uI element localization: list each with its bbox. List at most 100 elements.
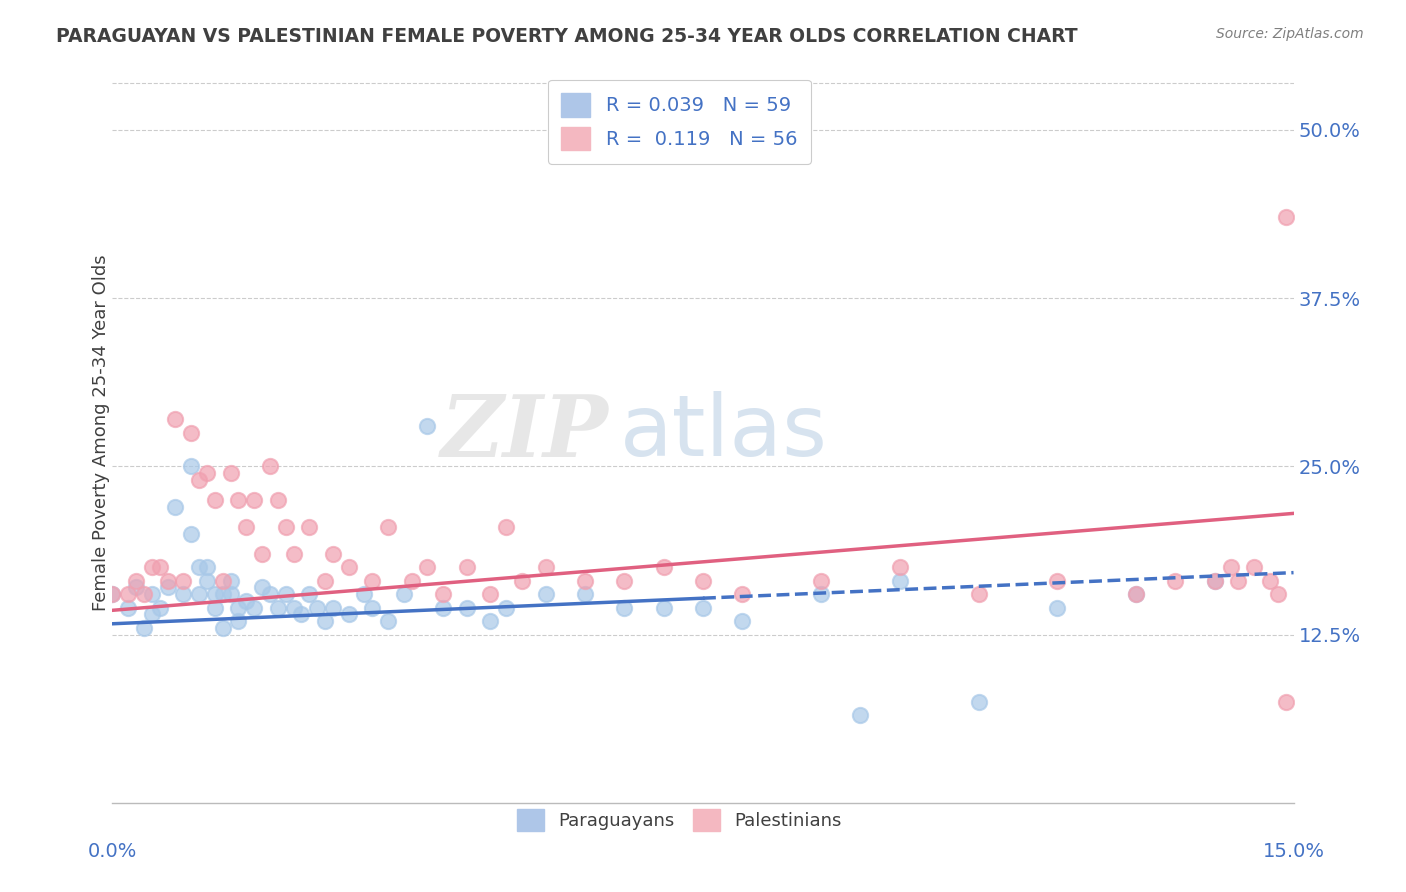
Point: [432, 600, 454, 615]
Point: [219, 574, 242, 588]
Point: [267, 492, 290, 507]
Point: [731, 614, 754, 628]
Point: [117, 600, 139, 615]
Point: [574, 587, 596, 601]
Point: [211, 621, 233, 635]
Point: [534, 560, 557, 574]
Point: [510, 574, 533, 588]
Point: [574, 574, 596, 588]
Point: [195, 574, 218, 588]
Point: [149, 560, 172, 574]
Point: [322, 600, 344, 615]
Point: [889, 560, 911, 574]
Point: [228, 614, 250, 628]
Point: [401, 574, 423, 588]
Point: [180, 526, 202, 541]
Point: [692, 600, 714, 615]
Point: [235, 594, 257, 608]
Point: [849, 708, 872, 723]
Point: [204, 492, 226, 507]
Point: [1227, 574, 1250, 588]
Text: ZIP: ZIP: [440, 391, 609, 475]
Point: [652, 600, 675, 615]
Point: [211, 587, 233, 601]
Point: [889, 574, 911, 588]
Point: [456, 560, 478, 574]
Point: [1204, 574, 1226, 588]
Point: [290, 607, 312, 622]
Point: [810, 574, 832, 588]
Point: [337, 560, 360, 574]
Point: [180, 459, 202, 474]
Point: [267, 600, 290, 615]
Point: [219, 466, 242, 480]
Point: [132, 587, 155, 601]
Point: [479, 614, 502, 628]
Point: [165, 412, 187, 426]
Text: 15.0%: 15.0%: [1263, 842, 1324, 861]
Point: [456, 600, 478, 615]
Point: [283, 600, 305, 615]
Point: [101, 587, 124, 601]
Text: PARAGUAYAN VS PALESTINIAN FEMALE POVERTY AMONG 25-34 YEAR OLDS CORRELATION CHART: PARAGUAYAN VS PALESTINIAN FEMALE POVERTY…: [56, 27, 1078, 45]
Text: atlas: atlas: [620, 391, 828, 475]
Point: [1204, 574, 1226, 588]
Point: [219, 587, 242, 601]
Point: [810, 587, 832, 601]
Point: [534, 587, 557, 601]
Point: [195, 466, 218, 480]
Point: [1274, 211, 1296, 225]
Point: [259, 459, 281, 474]
Point: [243, 492, 266, 507]
Point: [172, 587, 194, 601]
Point: [125, 574, 148, 588]
Point: [314, 574, 336, 588]
Point: [172, 574, 194, 588]
Point: [1258, 574, 1281, 588]
Point: [353, 587, 375, 601]
Point: [377, 520, 399, 534]
Point: [195, 560, 218, 574]
Point: [692, 574, 714, 588]
Text: Source: ZipAtlas.com: Source: ZipAtlas.com: [1216, 27, 1364, 41]
Point: [188, 473, 211, 487]
Point: [156, 574, 179, 588]
Point: [243, 600, 266, 615]
Point: [361, 600, 384, 615]
Point: [1046, 574, 1069, 588]
Text: 0.0%: 0.0%: [87, 842, 138, 861]
Point: [1125, 587, 1147, 601]
Point: [156, 581, 179, 595]
Point: [479, 587, 502, 601]
Point: [132, 621, 155, 635]
Point: [1125, 587, 1147, 601]
Point: [967, 587, 990, 601]
Point: [1267, 587, 1289, 601]
Point: [613, 600, 636, 615]
Point: [1046, 600, 1069, 615]
Point: [967, 695, 990, 709]
Point: [228, 600, 250, 615]
Point: [307, 600, 329, 615]
Point: [259, 587, 281, 601]
Point: [416, 560, 439, 574]
Point: [314, 614, 336, 628]
Point: [298, 520, 321, 534]
Point: [652, 560, 675, 574]
Point: [337, 607, 360, 622]
Point: [377, 614, 399, 628]
Point: [613, 574, 636, 588]
Point: [228, 492, 250, 507]
Y-axis label: Female Poverty Among 25-34 Year Olds: Female Poverty Among 25-34 Year Olds: [93, 254, 110, 611]
Point: [117, 587, 139, 601]
Point: [188, 587, 211, 601]
Point: [125, 581, 148, 595]
Point: [165, 500, 187, 514]
Point: [1164, 574, 1187, 588]
Point: [188, 560, 211, 574]
Point: [149, 600, 172, 615]
Point: [204, 600, 226, 615]
Point: [731, 587, 754, 601]
Point: [1274, 695, 1296, 709]
Point: [495, 520, 517, 534]
